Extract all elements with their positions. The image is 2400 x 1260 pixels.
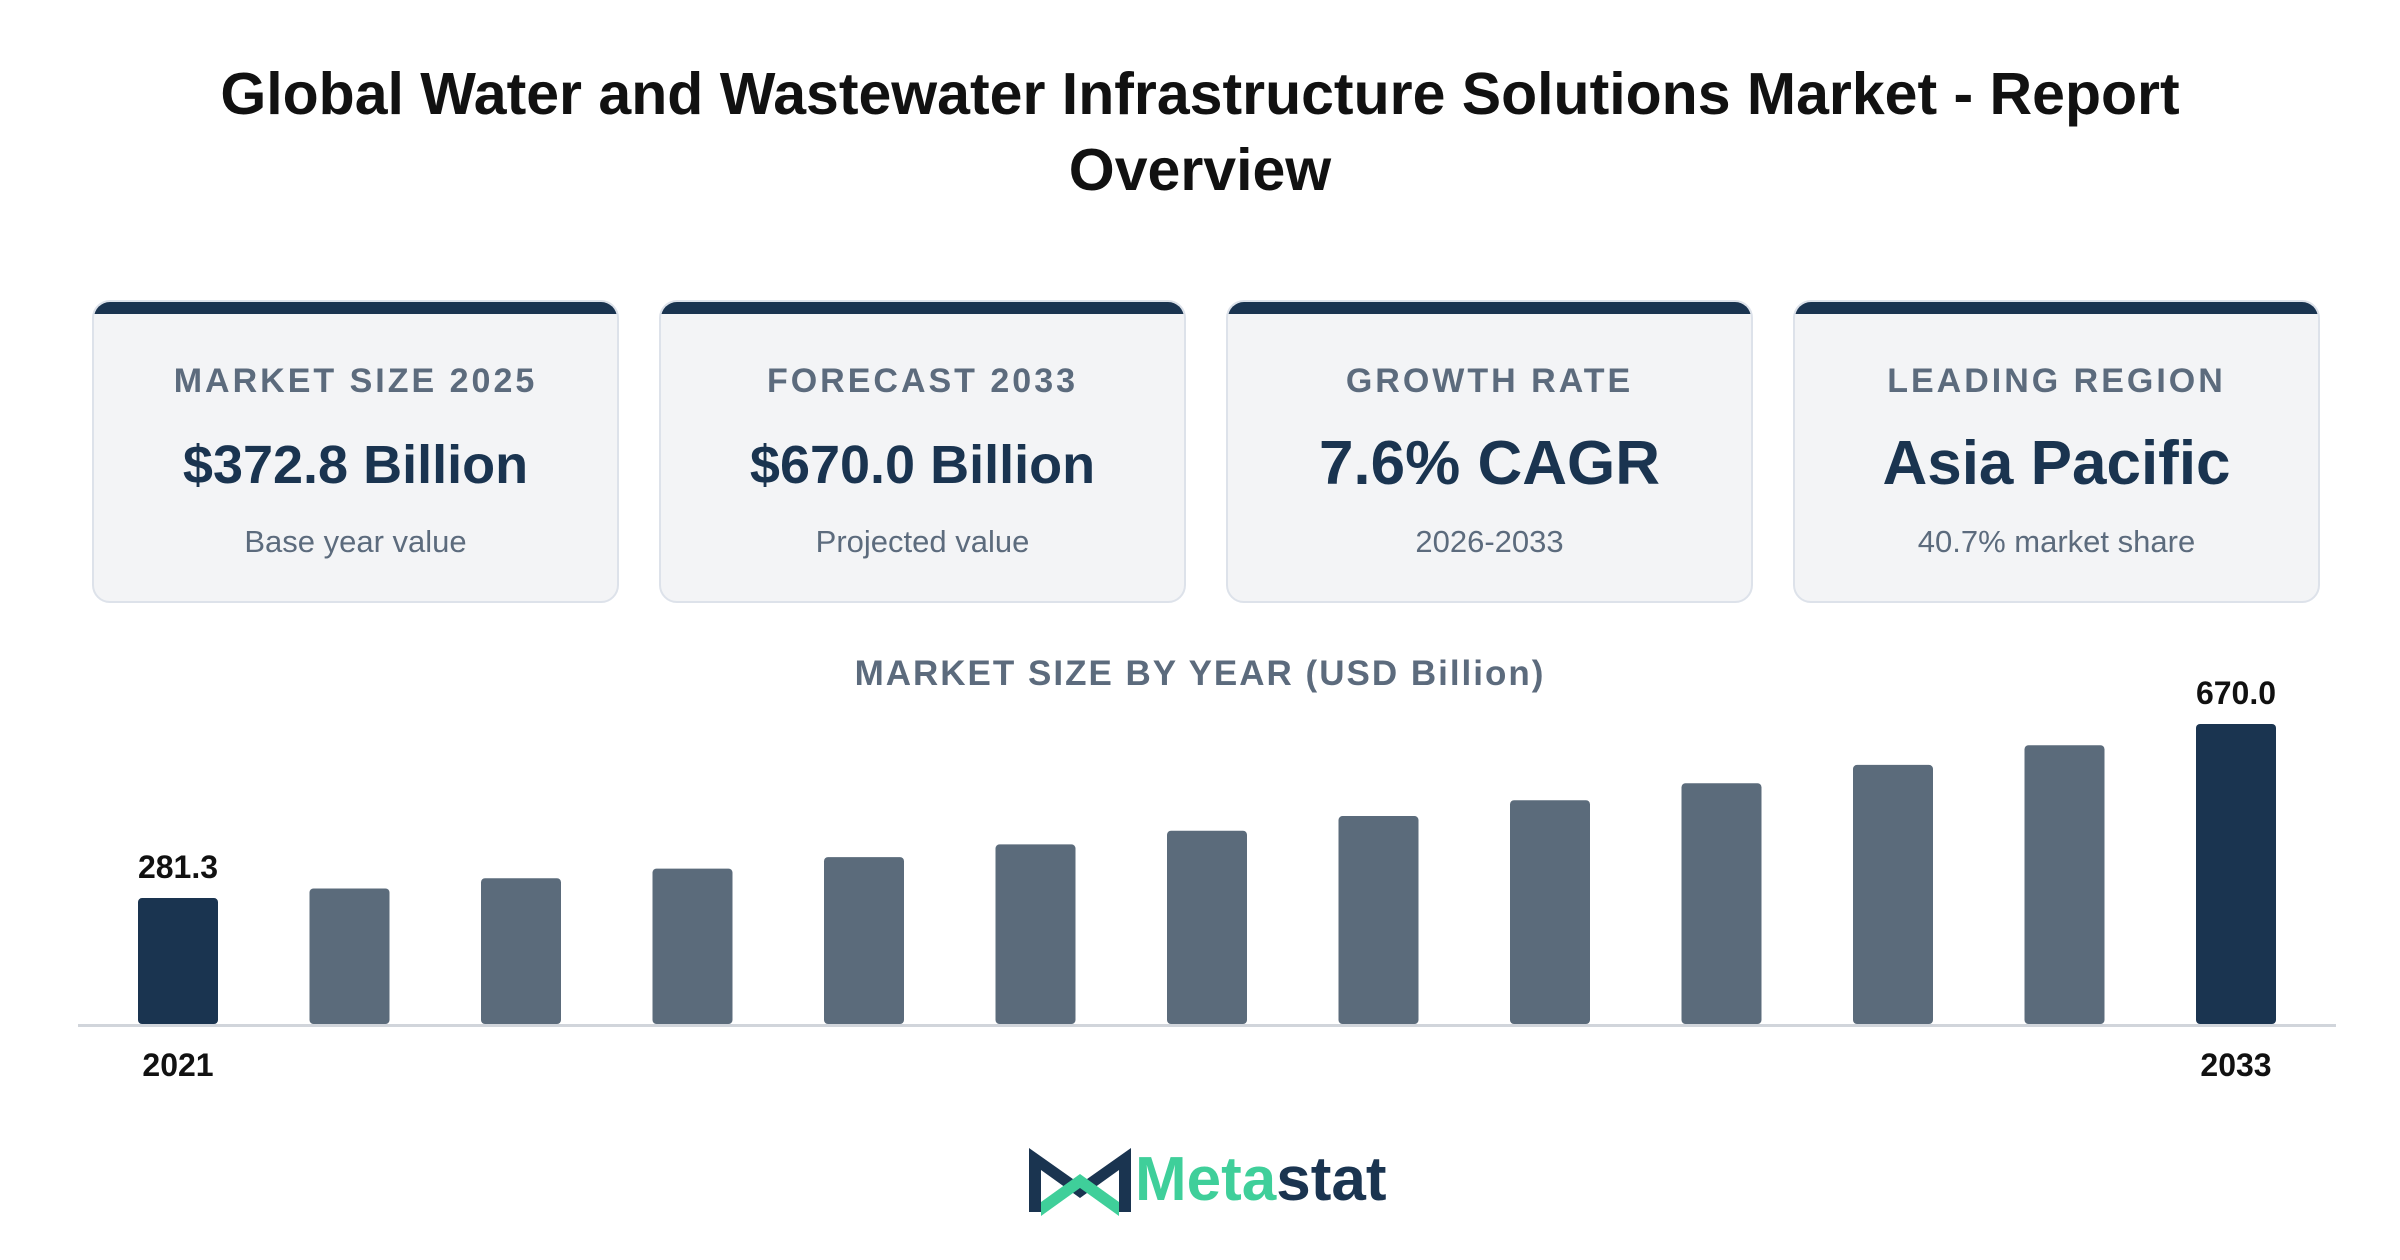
x-tick-label-2021: 2021	[142, 1047, 213, 1083]
bar-2030	[1681, 783, 1762, 1024]
card-forecast: FORECAST 2033 $670.0 Billion Projected v…	[659, 300, 1186, 603]
bar-2025	[824, 857, 904, 1024]
page-title: Global Water and Wastewater Infrastructu…	[220, 61, 2180, 203]
card-label: MARKET SIZE 2025	[173, 362, 538, 400]
bar-2029	[1510, 800, 1590, 1024]
logo-text-meta: Meta	[1135, 1145, 1277, 1214]
bar-2023	[481, 878, 561, 1024]
card-leading-region: LEADING REGION Asia Pacific 40.7% market…	[1793, 300, 2320, 603]
card-accent-bar	[1795, 302, 2318, 314]
bar-2031	[1853, 764, 1933, 1024]
bar-2024	[652, 868, 733, 1024]
chart-title: MARKET SIZE BY YEAR (USD Billion)	[854, 654, 1546, 693]
bar-2033	[2196, 724, 2276, 1024]
card-label: FORECAST 2033	[766, 362, 1079, 400]
card-subtitle: Base year value	[244, 524, 467, 559]
data-label-2021: 281.3	[138, 849, 218, 885]
bar-2027	[1167, 830, 1247, 1024]
card-subtitle: 2026-2033	[1415, 524, 1564, 559]
bar-2021	[138, 898, 218, 1024]
bar-2032	[2024, 745, 2105, 1024]
data-label-2033: 670.0	[2196, 675, 2276, 711]
card-accent-bar	[661, 302, 1184, 314]
card-accent-bar	[94, 302, 617, 314]
card-label: GROWTH RATE	[1345, 362, 1634, 400]
card-market-size: MARKET SIZE 2025 $372.8 Billion Base yea…	[92, 300, 619, 603]
bar-2026	[995, 844, 1076, 1024]
bar-2022	[309, 888, 390, 1024]
card-value: $670.0 Billion	[749, 435, 1096, 495]
card-subtitle: 40.7% market share	[1917, 524, 2196, 559]
card-value: $372.8 Billion	[182, 435, 529, 495]
x-tick-label-2033: 2033	[2200, 1047, 2271, 1083]
card-label: LEADING REGION	[1887, 362, 2226, 400]
card-value: 7.6% CAGR	[1318, 429, 1661, 498]
metastat-logo: Metastat	[1135, 1140, 1387, 1220]
card-value: Asia Pacific	[1882, 429, 2231, 498]
card-subtitle: Projected value	[815, 524, 1030, 559]
metastat-logo-icon	[1029, 1148, 1131, 1216]
bar-2028	[1338, 816, 1419, 1024]
card-accent-bar	[1228, 302, 1751, 314]
logo-text-stat: stat	[1276, 1145, 1387, 1214]
card-growth-rate: GROWTH RATE 7.6% CAGR 2026-2033	[1226, 300, 1753, 603]
